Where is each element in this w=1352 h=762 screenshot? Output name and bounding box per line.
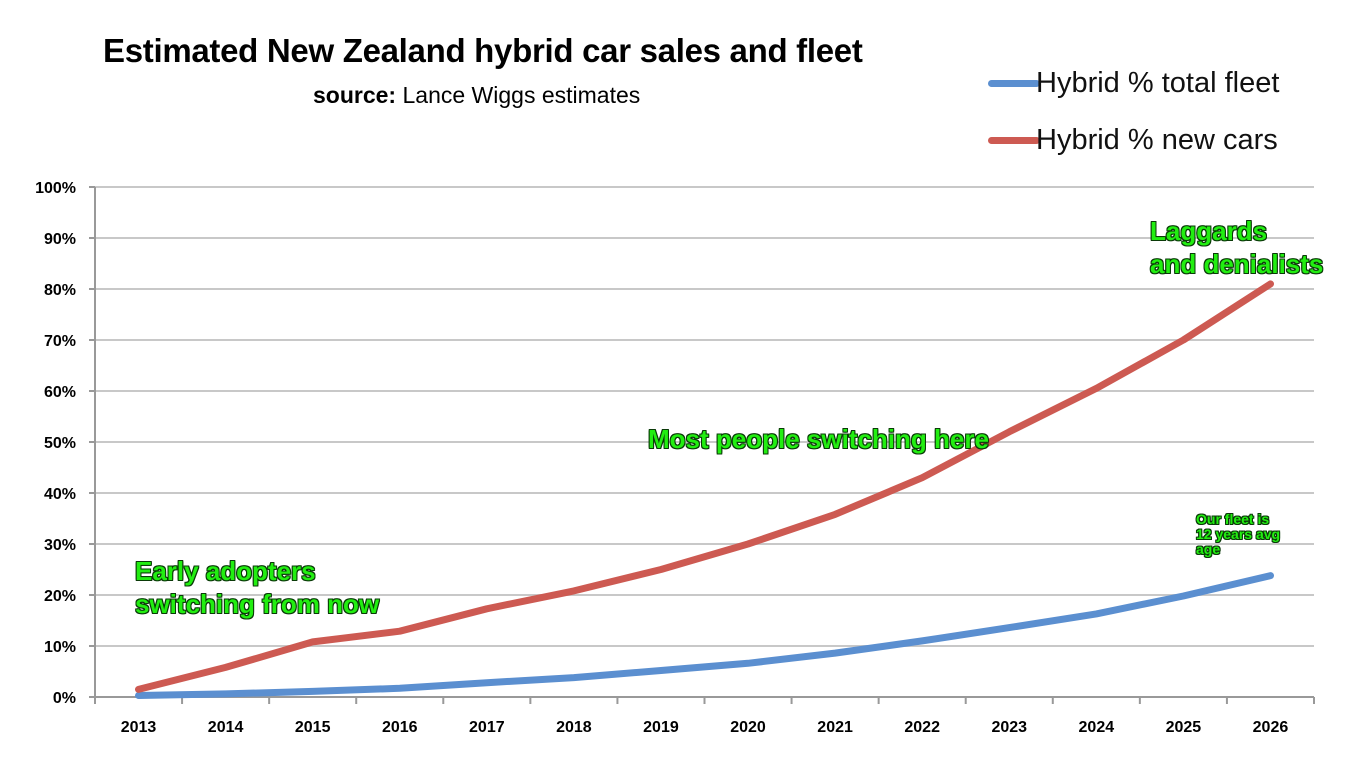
y-tick-label: 60% xyxy=(44,384,76,401)
y-tick-label: 30% xyxy=(44,537,76,554)
legend-label-fleet: Hybrid % total fleet xyxy=(1036,67,1280,99)
annotation-fleet-line2: 12 years avg xyxy=(1196,526,1281,542)
x-tick-label: 2020 xyxy=(730,719,766,736)
x-tick-label: 2017 xyxy=(469,719,505,736)
legend-item-new-cars: Hybrid % new cars xyxy=(988,112,1279,169)
annotation-laggards: Laggards and denialists xyxy=(1150,215,1323,281)
y-tick-label: 100% xyxy=(35,180,76,197)
annotation-laggards-line2: and denialists xyxy=(1150,249,1324,279)
annotation-most-people: Most people switching here xyxy=(648,423,989,456)
x-tick-label: 2018 xyxy=(556,719,592,736)
x-tick-label: 2013 xyxy=(121,719,157,736)
annotation-fleet-line3: age xyxy=(1196,541,1221,557)
series-line-fleet xyxy=(135,572,1274,699)
x-tick-label: 2014 xyxy=(208,719,244,736)
y-tick-label: 40% xyxy=(44,486,76,503)
legend: Hybrid % total fleet Hybrid % new cars xyxy=(988,55,1279,169)
chart-subtitle: source: Lance Wiggs estimates xyxy=(313,82,640,109)
legend-swatch-fleet xyxy=(988,80,1040,87)
x-tick-label: 2019 xyxy=(643,719,679,736)
subtitle-source: Lance Wiggs estimates xyxy=(396,82,641,108)
x-tick-label: 2015 xyxy=(295,719,331,736)
y-tick-label: 10% xyxy=(44,639,76,656)
x-tick-label: 2024 xyxy=(1079,719,1115,736)
y-tick-label: 70% xyxy=(44,333,76,350)
annotation-most-line: Most people switching here xyxy=(648,424,989,454)
annotation-fleet-age: Our fleet is 12 years avg age xyxy=(1196,512,1280,557)
legend-label-new-cars: Hybrid % new cars xyxy=(1036,124,1278,156)
x-tick-label: 2021 xyxy=(817,719,853,736)
chart-title: Estimated New Zealand hybrid car sales a… xyxy=(103,32,863,69)
y-tick-label: 80% xyxy=(44,282,76,299)
annotation-fleet-line1: Our fleet is xyxy=(1196,511,1270,527)
x-tick-label: 2023 xyxy=(991,719,1027,736)
x-tick-label: 2026 xyxy=(1253,719,1289,736)
annotation-early-adopters: Early adopters switching from now xyxy=(135,555,379,621)
legend-item-fleet: Hybrid % total fleet xyxy=(988,55,1279,112)
annotation-early-line1: Early adopters xyxy=(135,556,316,586)
legend-swatch-new-cars xyxy=(988,137,1040,144)
y-tick-label: 20% xyxy=(44,588,76,605)
y-tick-label: 0% xyxy=(53,690,76,707)
y-tick-label: 50% xyxy=(44,435,76,452)
y-tick-label: 90% xyxy=(44,231,76,248)
x-tick-label: 2016 xyxy=(382,719,418,736)
annotation-early-line2: switching from now xyxy=(135,589,380,619)
x-tick-label: 2025 xyxy=(1166,719,1202,736)
annotation-laggards-line1: Laggards xyxy=(1150,216,1268,246)
series-line-new-cars xyxy=(135,280,1274,693)
x-tick-label: 2022 xyxy=(904,719,940,736)
subtitle-prefix: source: xyxy=(313,82,397,108)
